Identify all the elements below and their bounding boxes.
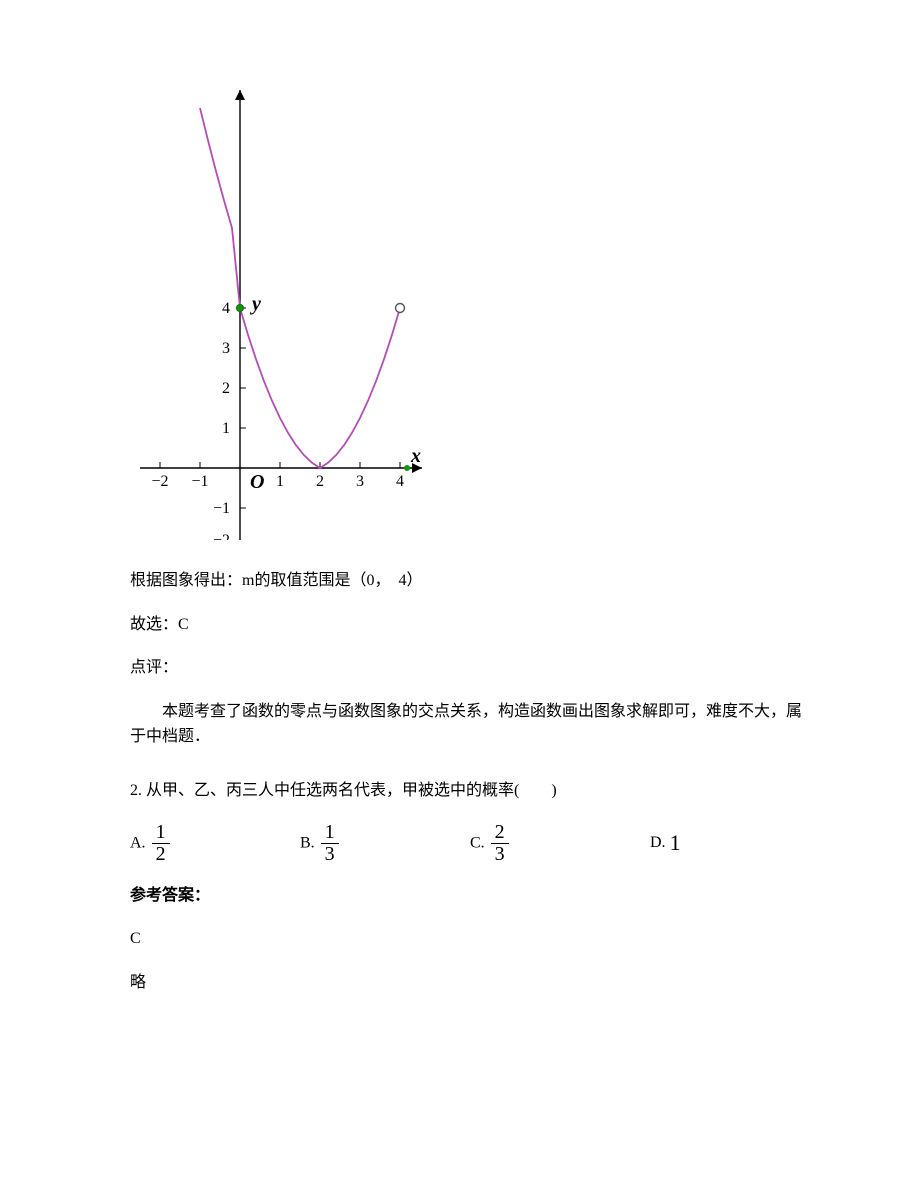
reference-answer: C — [130, 926, 810, 952]
question-2: 2. 从甲、乙、丙三人中任选两名代表，甲被选中的概率( ) — [130, 778, 810, 804]
svg-text:−2: −2 — [151, 473, 168, 490]
svg-text:4: 4 — [222, 300, 230, 317]
function-graph: −2 −1 1 2 3 4 1 2 3 4 — [130, 80, 430, 540]
choices-row: A. 1 2 B. 1 3 C. 2 3 D. 1 — [130, 822, 810, 865]
choice-c-num: 2 — [491, 822, 509, 844]
choice-d-value: 1 — [670, 830, 681, 855]
chart-container: −2 −1 1 2 3 4 1 2 3 4 — [130, 80, 810, 540]
svg-text:y: y — [250, 293, 261, 315]
choice-a-den: 2 — [152, 844, 170, 865]
svg-text:−1: −1 — [191, 473, 208, 490]
svg-text:2: 2 — [316, 473, 324, 490]
choice-b-frac: 1 3 — [321, 822, 339, 865]
choice-d-label: D. — [650, 834, 666, 851]
choice-c-den: 3 — [491, 844, 509, 865]
svg-text:O: O — [250, 471, 264, 493]
reference-answer-label: 参考答案： — [130, 883, 810, 909]
choice-a-num: 1 — [152, 822, 170, 844]
choice-c-frac: 2 3 — [491, 822, 509, 865]
open-point — [396, 304, 405, 313]
svg-text:1: 1 — [276, 473, 284, 490]
page-root: −2 −1 1 2 3 4 1 2 3 4 — [0, 0, 920, 1073]
range-conclusion: 根据图象得出：m的取值范围是（0， 4） — [130, 568, 810, 594]
svg-text:4: 4 — [396, 473, 404, 490]
svg-text:3: 3 — [356, 473, 364, 490]
svg-text:−2: −2 — [213, 532, 230, 540]
choice-b-den: 3 — [321, 844, 339, 865]
choice-d: D. 1 — [650, 825, 730, 860]
choice-b-num: 1 — [321, 822, 339, 844]
svg-text:3: 3 — [222, 340, 230, 357]
hence-choice: 故选：C — [130, 612, 810, 638]
choice-b-label: B. — [300, 834, 315, 851]
dianping-label: 点评： — [130, 655, 810, 681]
choice-c: C. 2 3 — [470, 822, 650, 865]
parabola-curve — [200, 108, 400, 468]
ticks: −2 −1 1 2 3 4 1 2 3 4 — [151, 293, 421, 540]
dianping-body: 本题考查了函数的零点与函数图象的交点关系，构造函数画出图象求解即可，难度不大，属… — [130, 699, 810, 750]
x-axis-end-dot — [404, 465, 410, 471]
svg-text:x: x — [410, 445, 421, 467]
choice-c-label: C. — [470, 834, 485, 851]
lue: 略 — [130, 970, 810, 996]
choice-b: B. 1 3 — [300, 822, 470, 865]
closed-point — [237, 305, 244, 312]
choice-a-frac: 1 2 — [152, 822, 170, 865]
curve — [200, 108, 240, 308]
svg-text:2: 2 — [222, 380, 230, 397]
svg-text:−1: −1 — [213, 500, 230, 517]
choice-a: A. 1 2 — [130, 822, 300, 865]
choice-a-label: A. — [130, 834, 146, 851]
svg-text:1: 1 — [222, 420, 230, 437]
